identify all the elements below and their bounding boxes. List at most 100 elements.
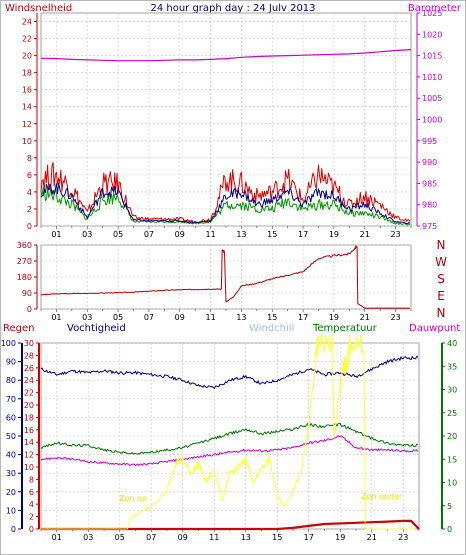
climate-x-tick-label: 03 (83, 533, 93, 542)
series-dauwpunt (40, 435, 419, 467)
wind-plot-area (40, 12, 412, 227)
wind-axis-tick-label: 2 (27, 205, 32, 214)
climate-panel: Regen Vochtigheid Windchill Temperatuur … (1, 323, 460, 542)
barometer-axis-tick-label: 980 (422, 201, 437, 210)
rain-axis-tick-label: 16 (24, 426, 34, 435)
barometer-axis-tick-label: 1000 (422, 116, 442, 125)
temperature-axis-tick-label: 10 (447, 479, 457, 488)
direction-x-tick-label: 07 (144, 313, 154, 322)
climate-x-tick-label: 21 (367, 533, 377, 542)
wind-x-tick-label: 09 (175, 230, 185, 239)
legend-rain: Regen (3, 323, 35, 334)
direction-axis-ticks: 0 90 180 270 360 (17, 241, 37, 314)
humidity-axis-tick-label: 100 (1, 339, 16, 348)
wind-axis-tick-label: 6 (27, 171, 32, 180)
direction-x-tick-label: 15 (267, 313, 277, 322)
humidity-axis-tick-label: 60 (6, 413, 16, 422)
wind-x-tick-label: 19 (329, 230, 339, 239)
barometer-axis-tick-label: 1005 (422, 94, 442, 103)
rain-axis-tick-label: 20 (24, 401, 34, 410)
direction-x-tick-label: 01 (51, 313, 61, 322)
climate-x-tick-label: 11 (209, 533, 219, 542)
wind-axis-tick-label: 18 (22, 69, 32, 78)
series-wind-direction (41, 245, 410, 309)
series-wind-gust-base (40, 186, 411, 226)
barometer-axis-tick-label: 990 (422, 158, 437, 167)
wind-x-tick-label: 05 (113, 230, 123, 239)
barometer-axis-title: Barometer (408, 3, 462, 14)
climate-x-tick-label: 09 (178, 533, 188, 542)
climate-x-tick-label: 05 (115, 533, 125, 542)
series-regen (41, 519, 420, 531)
barometer-axis-tick-label: 985 (422, 179, 437, 188)
rain-axis-tick-label: 6 (29, 488, 34, 497)
climate-gridlines (41, 342, 419, 530)
rain-axis-tick-label: 24 (24, 376, 34, 385)
direction-x-tick-label: 09 (175, 313, 185, 322)
wind-x-tick-label: 13 (236, 230, 246, 239)
temperature-axis-ticks: 0 5 10 15 20 25 30 35 40 (442, 339, 457, 534)
annotation-sunrise: Zon op (119, 494, 147, 503)
humidity-axis-tick-label: 70 (6, 395, 16, 404)
series-temperatuur (40, 422, 418, 455)
wind-x-tick-label: 03 (82, 230, 92, 239)
legend-humidity: Vochtigheid (67, 323, 126, 334)
humidity-axis-ticks: 0 10 20 30 40 50 60 70 80 90 100 (1, 339, 21, 534)
temperature-axis-tick-label: 15 (447, 455, 457, 464)
rain-axis-tick-label: 22 (24, 389, 34, 398)
rain-axis-tick-label: 18 (24, 413, 34, 422)
wind-x-tick-label: 15 (267, 230, 277, 239)
rain-axis-tick-label: 0 (29, 525, 34, 534)
climate-x-tick-label: 19 (335, 533, 345, 542)
climate-x-tick-label: 07 (146, 533, 156, 542)
wind-axis-tick-label: 0 (27, 222, 32, 231)
wind-x-tick-label: 17 (298, 230, 308, 239)
direction-x-ticks: 01 03 05 07 09 11 13 15 17 19 21 23 (40, 309, 412, 322)
humidity-axis-tick-label: 20 (6, 488, 16, 497)
wind-series (40, 49, 412, 226)
series-barometer (40, 49, 412, 62)
direction-axis-tick-label: 90 (22, 289, 32, 298)
humidity-axis-tick-label: 80 (6, 376, 16, 385)
rain-axis-tick-label: 4 (29, 500, 34, 509)
humidity-axis-tick-label: 40 (6, 451, 16, 460)
climate-x-tick-label: 23 (398, 533, 408, 542)
direction-x-tick-label: 03 (82, 313, 92, 322)
direction-x-tick-label: 05 (113, 313, 123, 322)
wind-axis-tick-label: 16 (22, 86, 32, 95)
wind-axis-title: Windsnelheid (5, 3, 72, 14)
temperature-axis-tick-label: 40 (447, 339, 457, 348)
temperature-axis-tick-label: 20 (447, 432, 457, 441)
cardinal-label: W (435, 255, 447, 269)
climate-x-tick-label: 13 (241, 533, 251, 542)
climate-x-tick-label: 15 (272, 533, 282, 542)
direction-x-tick-label: 13 (236, 313, 246, 322)
temperature-axis-tick-label: 5 (447, 502, 452, 511)
temperature-axis-tick-label: 35 (447, 362, 457, 371)
wind-axis-tick-label: 4 (27, 188, 32, 197)
wind-axis-tick-label: 24 (22, 18, 32, 27)
climate-x-tick-label: 17 (304, 533, 314, 542)
rain-axis-tick-label: 26 (24, 364, 34, 373)
rain-axis-tick-label: 2 (29, 513, 34, 522)
humidity-axis-tick-label: 90 (6, 358, 16, 367)
direction-series (41, 245, 410, 309)
wind-axis-tick-label: 20 (22, 52, 32, 61)
cardinal-label: N (437, 306, 446, 320)
legend-windchill: Windchill (249, 323, 294, 334)
barometer-axis-tick-label: 975 (422, 222, 437, 231)
wind-x-tick-label: 07 (144, 230, 154, 239)
humidity-axis-tick-label: 10 (6, 506, 16, 515)
series-zon (40, 331, 416, 530)
direction-axis-tick-label: 270 (17, 257, 32, 266)
wind-axis-tick-label: 22 (22, 35, 32, 44)
climate-x-ticks: 01 03 05 07 09 11 13 15 17 19 21 23 (40, 529, 420, 542)
climate-x-tick-label: 01 (52, 533, 62, 542)
barometer-axis-tick-label: 995 (422, 137, 437, 146)
direction-x-tick-label: 17 (298, 313, 308, 322)
temperature-axis-tick-label: 30 (447, 386, 457, 395)
